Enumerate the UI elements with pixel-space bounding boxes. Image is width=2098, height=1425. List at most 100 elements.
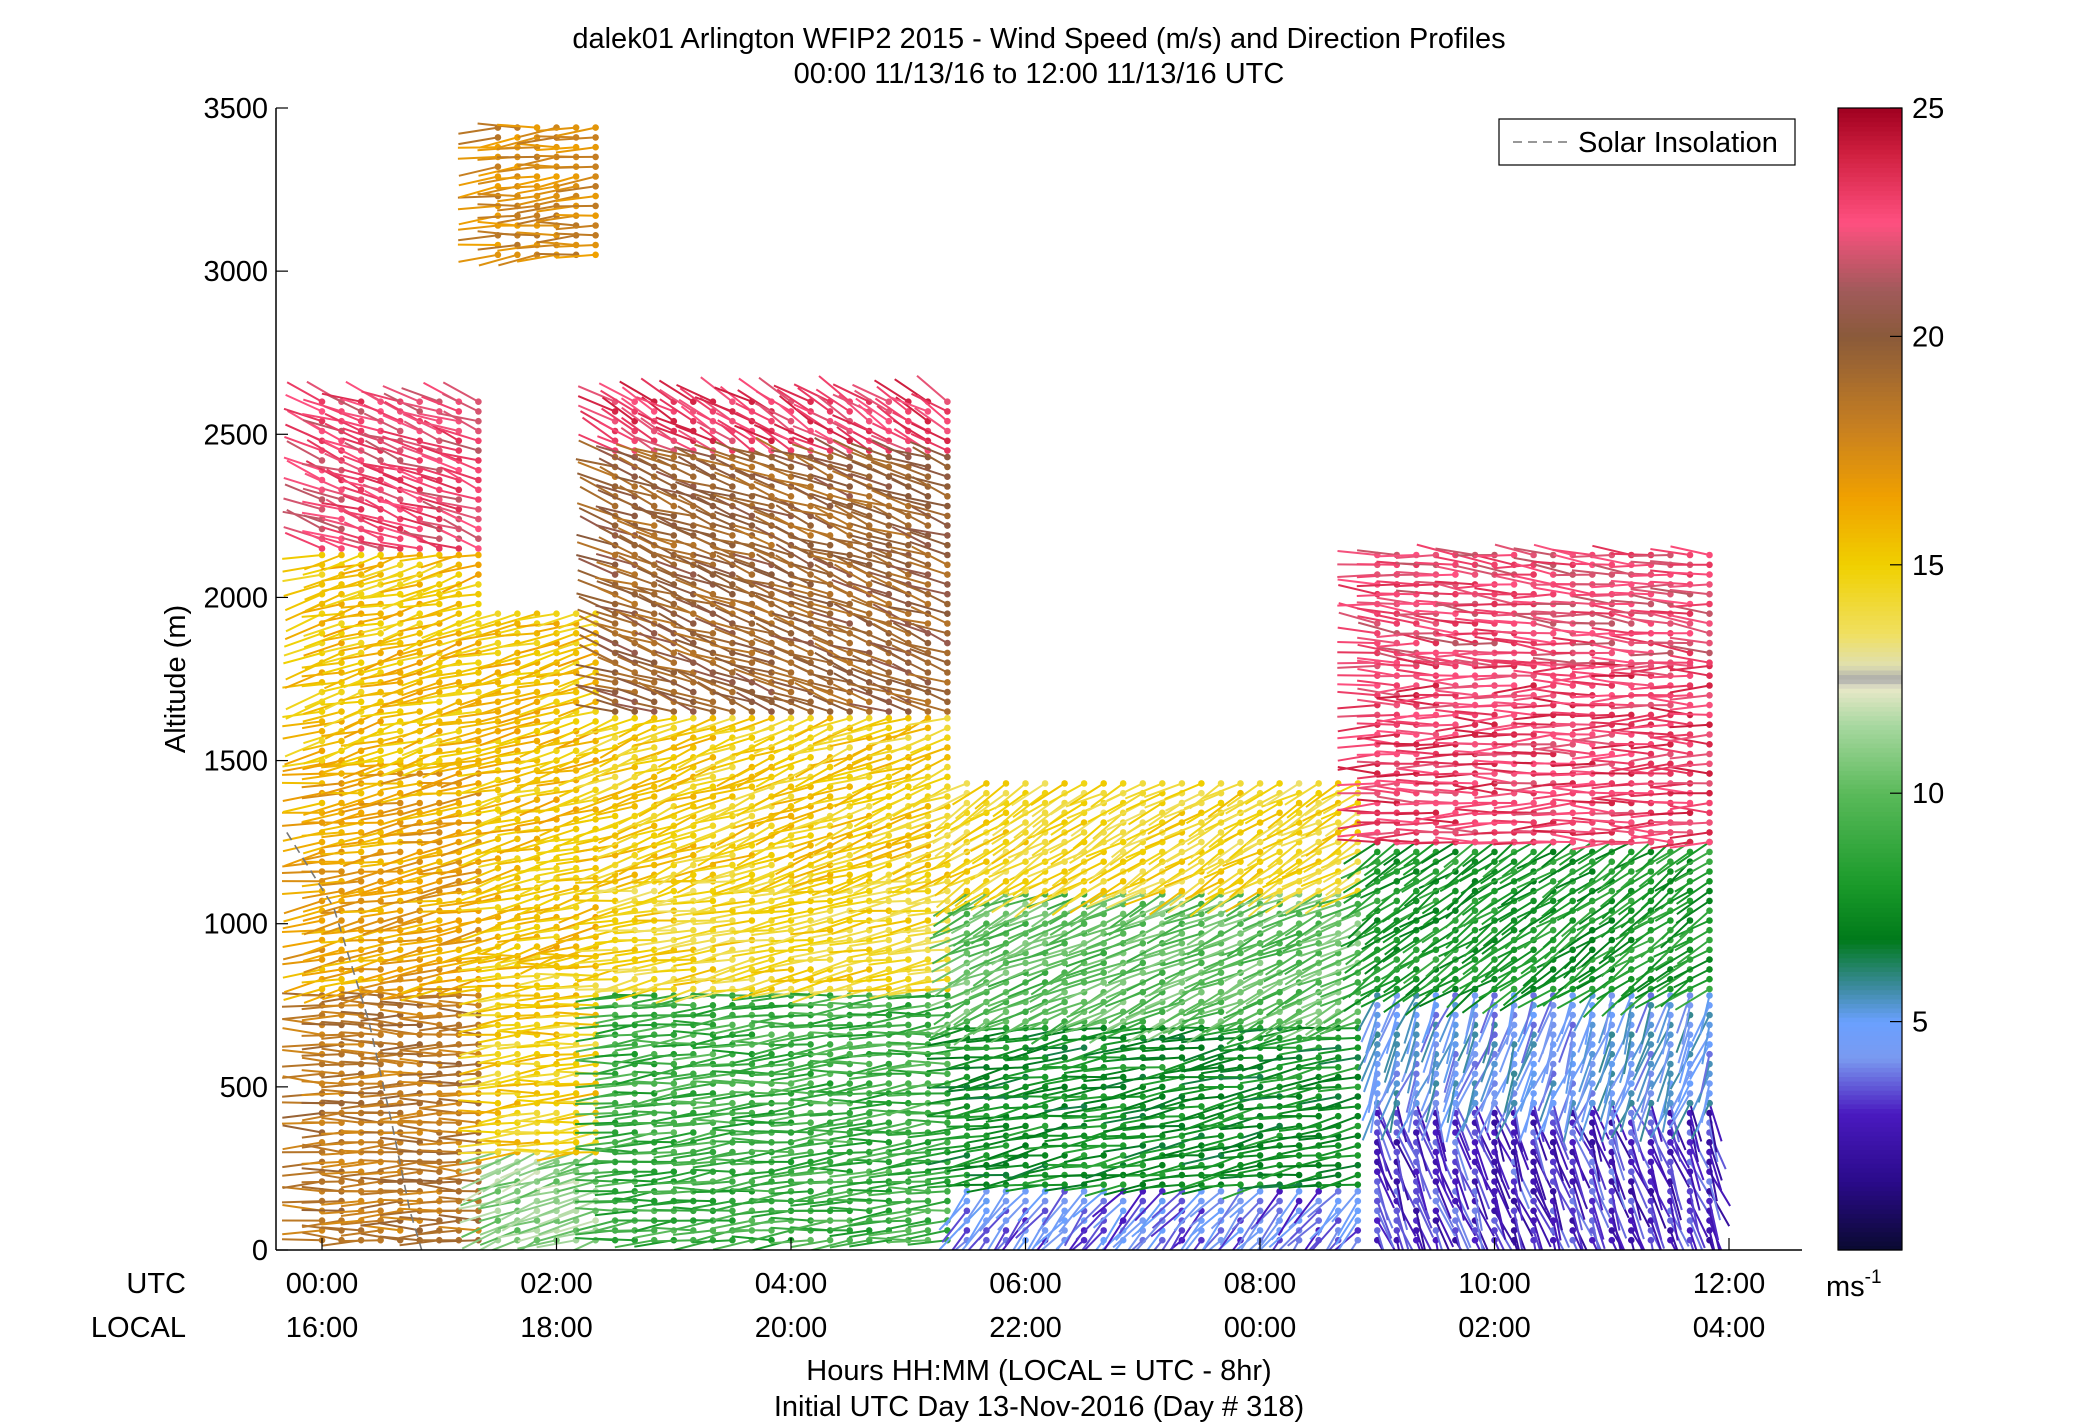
wind-barb-dot <box>318 727 326 735</box>
wind-barb-dot <box>475 747 482 755</box>
wind-barb-shaft <box>420 467 460 481</box>
wind-barb-shaft <box>420 603 460 619</box>
wind-barb-dot <box>475 571 482 578</box>
wind-barb-dot <box>592 222 599 229</box>
wind-barb-shaft <box>380 782 420 791</box>
wind-barb-dot <box>455 1021 463 1029</box>
wind-barb-shaft <box>536 1053 577 1057</box>
wind-barb-shaft <box>282 1229 323 1236</box>
wind-barb-shaft <box>342 792 381 807</box>
wind-barb-shaft <box>282 1170 323 1177</box>
wind-barb-shaft <box>420 772 460 789</box>
wind-barb-dot <box>807 1188 814 1195</box>
wind-barb-shaft <box>457 155 498 160</box>
wind-barb-shaft <box>362 919 401 936</box>
wind-barb-shaft <box>400 890 440 905</box>
wind-barb-shaft <box>672 919 713 923</box>
wind-barb-dot <box>475 1002 482 1009</box>
wind-barb-shaft <box>380 919 420 932</box>
wind-barb-shaft <box>302 487 342 501</box>
wind-barb-shaft <box>282 510 323 521</box>
wind-barb-shaft <box>360 762 401 768</box>
wind-barb-dot <box>318 630 326 637</box>
wind-barb-shaft <box>419 1219 459 1228</box>
wind-barb-dot <box>690 926 697 934</box>
wind-barb-dot <box>729 437 736 445</box>
wind-barb-shaft <box>459 730 499 745</box>
wind-barb-shaft <box>480 877 518 895</box>
wind-barb-dot <box>690 1129 697 1136</box>
wind-barb-shaft <box>438 1043 479 1048</box>
wind-barb-shaft <box>458 710 499 719</box>
wind-barb-shaft <box>301 1180 342 1184</box>
wind-barb-dot <box>396 427 404 435</box>
wind-barb-dot <box>357 688 365 696</box>
wind-barb-dot <box>475 757 482 764</box>
wind-barb-shaft <box>555 204 596 208</box>
wind-barb-shaft <box>342 583 381 598</box>
wind-barb-dot <box>768 714 775 722</box>
wind-barb-shaft <box>322 968 362 980</box>
wind-barb-shaft <box>459 886 499 902</box>
wind-barb-shaft <box>419 929 460 942</box>
wind-barb-shaft <box>458 720 499 729</box>
wind-barb-shaft <box>382 681 421 698</box>
wind-barb-shaft <box>400 439 440 452</box>
wind-barb-dot <box>377 610 384 617</box>
wind-barb-dot <box>787 473 795 481</box>
wind-barb-dot <box>455 799 463 807</box>
wind-barb-shaft <box>420 475 460 491</box>
wind-barb-shaft <box>304 583 342 601</box>
wind-barb-dot <box>631 887 638 895</box>
wind-barb-dot <box>709 1002 717 1009</box>
wind-barb-shaft <box>321 1004 362 1007</box>
wind-barb-dot <box>416 551 424 559</box>
wind-barb-dot <box>709 936 717 944</box>
wind-barb-dot <box>729 688 736 696</box>
wind-barb-dot <box>416 1021 424 1029</box>
wind-barb-shaft <box>438 759 479 766</box>
wind-barb-shaft <box>439 428 479 442</box>
wind-barb-shaft <box>360 681 401 688</box>
wind-barb-shaft <box>438 831 479 840</box>
wind-barb-dot <box>416 1227 424 1234</box>
wind-barb-shaft <box>360 462 401 472</box>
wind-barb-dot <box>455 408 463 415</box>
wind-barb-shaft <box>458 1072 499 1083</box>
wind-barb-shaft <box>340 978 381 985</box>
wind-barb-shaft <box>343 510 382 530</box>
wind-barb-dot <box>338 466 345 474</box>
wind-barb-shaft <box>380 1160 420 1171</box>
wind-barb-shaft <box>380 462 420 472</box>
wind-barb-dot <box>631 1050 638 1058</box>
wind-barb-shaft <box>419 919 460 932</box>
wind-barb-dot <box>396 535 404 542</box>
wind-barb-shaft <box>459 185 499 199</box>
wind-barb-dot <box>592 659 599 666</box>
wind-barb-dot <box>807 1041 814 1048</box>
wind-barb-dot <box>865 714 873 722</box>
wind-barb-shaft <box>286 381 323 403</box>
wind-barb-shaft <box>457 1129 498 1134</box>
wind-barb-shaft <box>321 1033 362 1040</box>
wind-barb-shaft <box>461 1170 499 1190</box>
wind-barb-dot <box>436 727 443 735</box>
wind-barb-shaft <box>438 720 479 727</box>
wind-barb-dot <box>826 541 834 549</box>
wind-barb-shaft <box>321 469 362 481</box>
wind-barb-shaft <box>400 468 440 481</box>
wind-barb-dot <box>318 708 326 715</box>
wind-barb-shaft <box>340 860 381 865</box>
wind-barb-shaft <box>302 413 342 423</box>
wind-barb-dot <box>670 659 678 666</box>
wind-barb-shaft <box>341 536 381 550</box>
wind-barb-dot <box>436 956 443 963</box>
wind-barb-shaft <box>340 1072 381 1081</box>
wind-barb-shaft <box>321 1219 362 1226</box>
wind-barb-shaft <box>380 860 420 874</box>
wind-barb-shaft <box>286 459 323 481</box>
wind-barb-shaft <box>399 593 440 603</box>
wind-barb-shaft <box>458 234 499 242</box>
wind-barb-shaft <box>418 1141 459 1146</box>
wind-barb-dot <box>338 581 345 588</box>
